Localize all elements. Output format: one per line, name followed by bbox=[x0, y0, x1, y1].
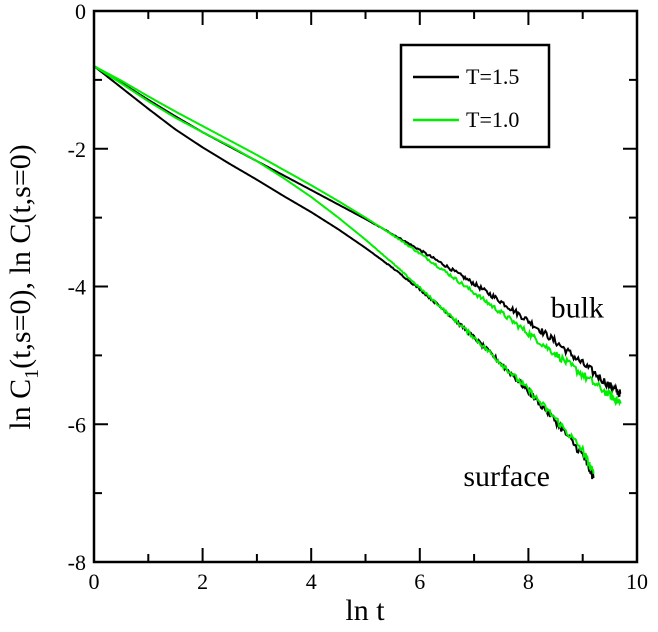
x-tick-label: 8 bbox=[523, 569, 534, 594]
y-axis-title: ln C1(t,s=0), ln C(t,s=0) bbox=[4, 144, 43, 430]
y-axis-title-sub: 1 bbox=[21, 369, 43, 379]
ticks-layer: 0 2 4 6 8 10 0 -2 -4 -6 -8 bbox=[68, 0, 648, 594]
y-tick-label: 0 bbox=[75, 0, 86, 24]
series-layer bbox=[93, 65, 622, 480]
y-tick-label: -4 bbox=[68, 275, 86, 300]
x-tick-label: 0 bbox=[89, 569, 100, 594]
x-tick-label: 4 bbox=[306, 569, 317, 594]
y-axis-title-a: ln C bbox=[4, 379, 37, 430]
y-tick-label: -6 bbox=[68, 412, 86, 437]
y-tick-label: -8 bbox=[68, 550, 86, 575]
y-tick-label: -2 bbox=[68, 137, 86, 162]
series-line-1 bbox=[93, 65, 622, 407]
annotation-bulk: bulk bbox=[551, 291, 604, 324]
legend-label-1: T=1.0 bbox=[466, 107, 519, 132]
legend-label-0: T=1.5 bbox=[466, 64, 519, 89]
x-axis-title: ln t bbox=[345, 594, 385, 627]
series-line-3 bbox=[93, 65, 595, 474]
plot-frame bbox=[92, 9, 639, 564]
x-tick-label: 6 bbox=[414, 569, 425, 594]
annotation-surface: surface bbox=[463, 460, 550, 493]
y-axis-title-b: (t,s=0), ln C(t,s=0) bbox=[4, 144, 37, 369]
x-tick-label: 2 bbox=[197, 569, 208, 594]
x-tick-label: 10 bbox=[626, 569, 648, 594]
legend: T=1.5 T=1.0 bbox=[399, 43, 551, 149]
legend-box bbox=[399, 43, 551, 149]
